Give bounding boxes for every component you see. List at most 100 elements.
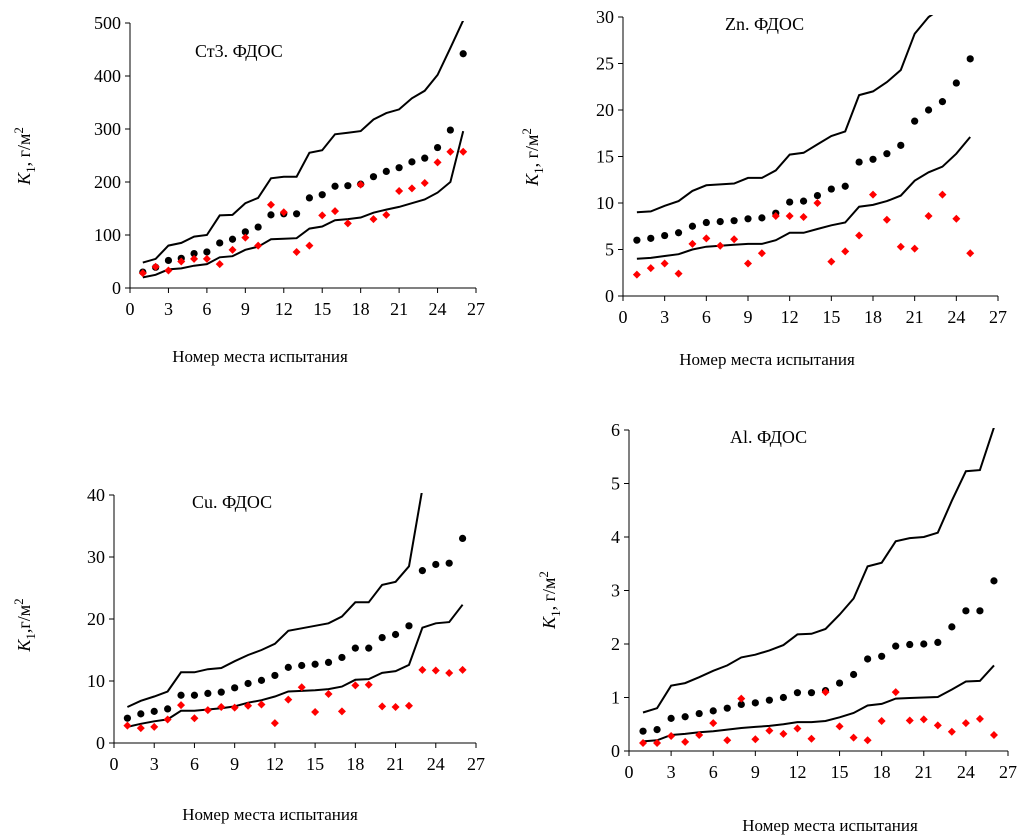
mean-point (284, 663, 292, 671)
mean-point (920, 640, 928, 648)
y-tick-label: 300 (94, 119, 121, 139)
y-axis-label: K1,г/м2 (11, 598, 38, 652)
x-axis-label: Номер места испытания (172, 347, 348, 366)
x-tick-label: 18 (873, 762, 891, 782)
x-tick-label: 18 (864, 307, 882, 327)
mean-point (639, 727, 647, 735)
y-axis-label-sub: 1 (531, 167, 546, 174)
y-axis-label-main: K (522, 173, 542, 187)
x-tick-label: 24 (429, 299, 447, 319)
x-tick-label: 6 (202, 299, 211, 319)
x-tick-label: 3 (164, 299, 173, 319)
x-tick-label: 9 (744, 307, 753, 327)
observed-diamond (407, 184, 416, 193)
y-axis-label-unit: , г/м (14, 134, 34, 167)
mean-point (204, 689, 212, 698)
mean-point (948, 623, 956, 631)
observed-diamond (841, 247, 850, 256)
observed-diamond (331, 207, 340, 216)
x-tick-label: 12 (266, 754, 284, 774)
observed-diamond (653, 738, 662, 747)
observed-diamond (924, 212, 933, 221)
x-tick-label: 21 (915, 762, 933, 782)
mean-point (344, 182, 352, 190)
observed-diamond (813, 199, 822, 207)
observed-diamond (695, 730, 704, 739)
y-axis-label-main: K (539, 616, 559, 630)
observed-diamond (431, 666, 440, 675)
chart-title: Ст3. ФДОС (195, 41, 283, 61)
observed-diamond (667, 732, 676, 741)
mean-point (962, 607, 970, 615)
mean-point (855, 158, 863, 166)
x-tick-label: 12 (788, 762, 806, 782)
observed-diamond (445, 668, 454, 677)
observed-diamond (827, 257, 836, 266)
x-tick-label: 12 (781, 307, 799, 327)
observed-diamond (215, 260, 224, 269)
y-axis-label: K1, г/м2 (536, 571, 563, 630)
observed-diamond (855, 231, 864, 240)
observed-diamond (849, 733, 858, 742)
observed-diamond (744, 259, 752, 268)
x-tick-label: 24 (957, 762, 975, 782)
observed-diamond (771, 212, 780, 221)
observed-diamond (905, 716, 914, 725)
plot-area (123, 493, 467, 733)
mean-point (674, 229, 683, 237)
observed-diamond (270, 719, 279, 728)
observed-diamond (356, 180, 365, 189)
y-axis-label-unit: ,г/м (14, 605, 34, 633)
observed-diamond (241, 233, 250, 242)
mean-point (305, 194, 314, 202)
observed-diamond (947, 727, 956, 736)
y-tick-label: 10 (596, 193, 614, 213)
observed-diamond (343, 219, 352, 228)
mean-point (751, 699, 759, 707)
observed-diamond (177, 701, 186, 710)
y-axis-label-main: K (14, 639, 34, 653)
plot-area (632, 15, 975, 279)
mean-point (267, 211, 275, 219)
observed-diamond (869, 190, 877, 199)
x-tick-label: 0 (110, 754, 119, 774)
observed-diamond (952, 214, 961, 223)
y-tick-label: 0 (96, 733, 105, 753)
y-axis-label-sub: 1 (23, 166, 38, 173)
x-tick-label: 15 (306, 754, 324, 774)
observed-diamond (919, 715, 928, 724)
x-tick-label: 27 (467, 299, 485, 319)
y-tick-label: 5 (611, 474, 620, 494)
x-tick-label: 15 (313, 299, 331, 319)
observed-diamond (123, 721, 132, 730)
observed-diamond (420, 179, 429, 188)
y-tick-label: 500 (94, 13, 121, 33)
chart-title: Zn. ФДОС (725, 14, 804, 34)
y-tick-label: 0 (611, 741, 620, 761)
observed-diamond (674, 269, 683, 278)
y-tick-label: 20 (596, 100, 614, 120)
mean-point (292, 210, 301, 218)
mean-point (765, 696, 773, 704)
mean-point (897, 141, 905, 149)
mean-point (446, 126, 454, 134)
mean-point (405, 622, 413, 630)
observed-diamond (702, 234, 711, 243)
observed-diamond (257, 700, 266, 709)
y-tick-label: 25 (596, 54, 614, 74)
mean-point (298, 661, 306, 670)
y-tick-label: 15 (596, 147, 614, 167)
observed-diamond (311, 708, 320, 716)
observed-diamond (279, 208, 288, 217)
mean-point (203, 248, 211, 256)
observed-diamond (989, 730, 998, 739)
y-axis-label-unit: , г/м (522, 135, 542, 168)
mean-point (418, 567, 426, 575)
mean-point (786, 198, 794, 206)
mean-point (445, 559, 453, 567)
mean-point (351, 644, 359, 652)
mean-point (688, 222, 697, 230)
observed-diamond (284, 695, 293, 704)
mean-point (716, 218, 724, 226)
